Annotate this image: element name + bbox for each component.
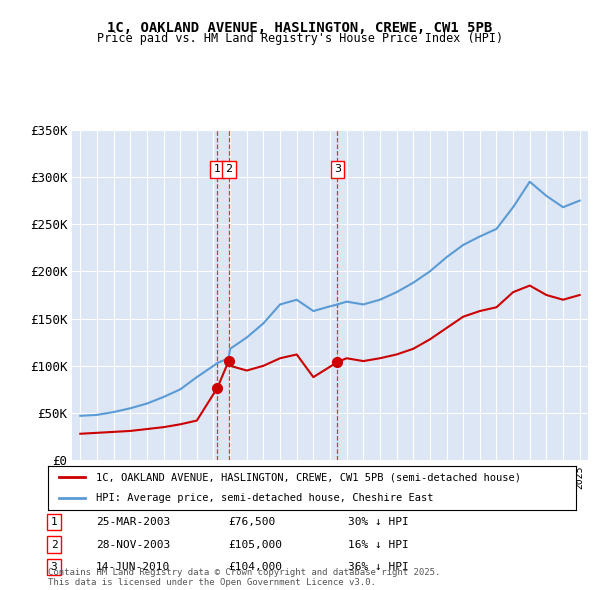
Text: 1: 1: [50, 517, 58, 527]
Text: 28-NOV-2003: 28-NOV-2003: [96, 540, 170, 549]
Text: Contains HM Land Registry data © Crown copyright and database right 2025.
This d: Contains HM Land Registry data © Crown c…: [48, 568, 440, 587]
Text: Price paid vs. HM Land Registry's House Price Index (HPI): Price paid vs. HM Land Registry's House …: [97, 32, 503, 45]
Text: 30% ↓ HPI: 30% ↓ HPI: [348, 517, 409, 527]
Text: £104,000: £104,000: [228, 562, 282, 572]
Text: 2: 2: [225, 165, 232, 175]
Text: 1: 1: [214, 165, 221, 175]
Text: 14-JUN-2010: 14-JUN-2010: [96, 562, 170, 572]
Text: 2: 2: [50, 540, 58, 549]
Text: 25-MAR-2003: 25-MAR-2003: [96, 517, 170, 527]
Text: £105,000: £105,000: [228, 540, 282, 549]
Text: 36% ↓ HPI: 36% ↓ HPI: [348, 562, 409, 572]
Text: 3: 3: [50, 562, 58, 572]
Text: 1C, OAKLAND AVENUE, HASLINGTON, CREWE, CW1 5PB: 1C, OAKLAND AVENUE, HASLINGTON, CREWE, C…: [107, 21, 493, 35]
Text: 16% ↓ HPI: 16% ↓ HPI: [348, 540, 409, 549]
Text: 3: 3: [334, 165, 341, 175]
Text: 1C, OAKLAND AVENUE, HASLINGTON, CREWE, CW1 5PB (semi-detached house): 1C, OAKLAND AVENUE, HASLINGTON, CREWE, C…: [95, 472, 521, 482]
Text: HPI: Average price, semi-detached house, Cheshire East: HPI: Average price, semi-detached house,…: [95, 493, 433, 503]
Text: £76,500: £76,500: [228, 517, 275, 527]
